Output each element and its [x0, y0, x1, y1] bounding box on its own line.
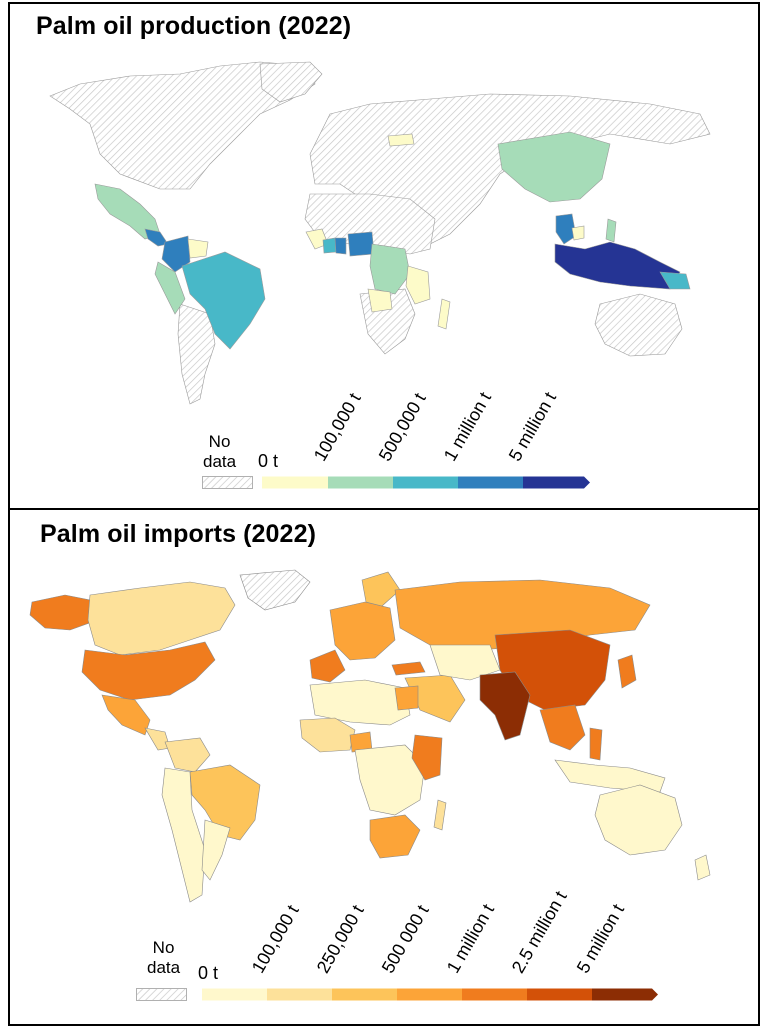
- region-east-africa: [411, 734, 443, 781]
- region-malaysia-indonesia: [554, 241, 681, 290]
- region-central-america: [144, 727, 171, 751]
- region-angola: [367, 288, 393, 313]
- region-southeast-asia: [539, 704, 586, 751]
- region-madagascar: [433, 799, 447, 831]
- imports-map-title: Palm oil imports (2022): [40, 520, 316, 548]
- no-data-australia: [594, 293, 683, 357]
- imports-scale-swatch-3: [397, 988, 462, 1001]
- region-usa: [81, 641, 216, 701]
- no-data-north-america: [49, 61, 316, 190]
- region-turkey: [391, 661, 426, 676]
- region-papua-new-guinea: [659, 271, 691, 290]
- production-scale-swatch-1: [328, 476, 393, 489]
- imports-scale-swatch-0: [202, 988, 267, 1001]
- region-east-africa: [405, 265, 431, 305]
- region-thailand: [555, 213, 577, 245]
- region-north-africa: [309, 679, 411, 726]
- region-alaska: [29, 594, 93, 631]
- imports-no-data-label: No data: [147, 938, 181, 977]
- region-philippines: [589, 727, 603, 761]
- region-philippines: [605, 218, 617, 243]
- region-brazil: [189, 764, 261, 841]
- production-scale-swatch-4: [523, 476, 590, 489]
- production-color-scale: [262, 476, 590, 489]
- no-data-greenland: [259, 61, 323, 103]
- imports-scale-swatch-5: [527, 988, 592, 1001]
- region-europe-west: [309, 649, 346, 683]
- production-no-data-label: No data: [203, 432, 237, 471]
- production-world-map: [49, 61, 711, 405]
- region-japan: [617, 654, 637, 689]
- region-ecuador-peru: [154, 261, 186, 315]
- production-scale-swatch-0: [262, 476, 328, 489]
- region-india: [479, 671, 531, 741]
- imports-no-data-swatch: [136, 988, 187, 1001]
- region-cambodia: [571, 225, 585, 241]
- production-map-panel: Palm oil production (2022): [8, 2, 760, 510]
- imports-map-panel: Palm oil imports (2022): [8, 508, 760, 1026]
- region-canada: [87, 581, 236, 656]
- production-scale-swatch-3: [458, 476, 523, 489]
- region-mexico: [101, 694, 151, 736]
- region-central-africa: [354, 744, 426, 816]
- region-peru-chile: [161, 767, 206, 903]
- production-scale-swatch-2: [393, 476, 458, 489]
- region-nigeria: [347, 231, 375, 257]
- region-central-america-high: [144, 228, 169, 247]
- imports-scale-swatch-1: [267, 988, 332, 1001]
- region-argentina: [201, 819, 231, 881]
- imports-zero-label: 0 t: [198, 963, 219, 983]
- region-russia: [394, 579, 651, 651]
- region-west-africa: [299, 717, 356, 753]
- region-china: [497, 131, 611, 203]
- region-ivory-coast: [322, 237, 337, 254]
- production-zero-label: 0 t: [258, 451, 279, 471]
- region-indonesia: [554, 759, 666, 793]
- region-europe-central: [329, 601, 396, 661]
- region-australia: [594, 784, 683, 856]
- imports-color-scale: [202, 988, 658, 1001]
- region-new-zealand: [694, 854, 711, 881]
- production-no-data-swatch: [202, 476, 253, 489]
- imports-scale-swatch-6: [592, 988, 658, 1001]
- region-egypt: [394, 685, 419, 711]
- imports-world-map: [29, 569, 711, 903]
- region-greenland-no-data: [239, 569, 311, 611]
- region-south-america-north: [164, 737, 211, 773]
- region-southern-africa: [369, 814, 421, 859]
- region-brazil: [181, 251, 266, 350]
- region-ghana: [334, 237, 347, 255]
- region-cameroon-central-africa: [369, 243, 411, 295]
- region-madagascar: [437, 298, 451, 330]
- imports-scale-swatch-2: [332, 988, 397, 1001]
- region-turkey: [387, 133, 415, 147]
- region-scandinavia: [361, 571, 401, 607]
- region-venezuela: [187, 238, 209, 259]
- production-map-title: Palm oil production (2022): [36, 12, 352, 40]
- imports-scale-swatch-4: [462, 988, 527, 1001]
